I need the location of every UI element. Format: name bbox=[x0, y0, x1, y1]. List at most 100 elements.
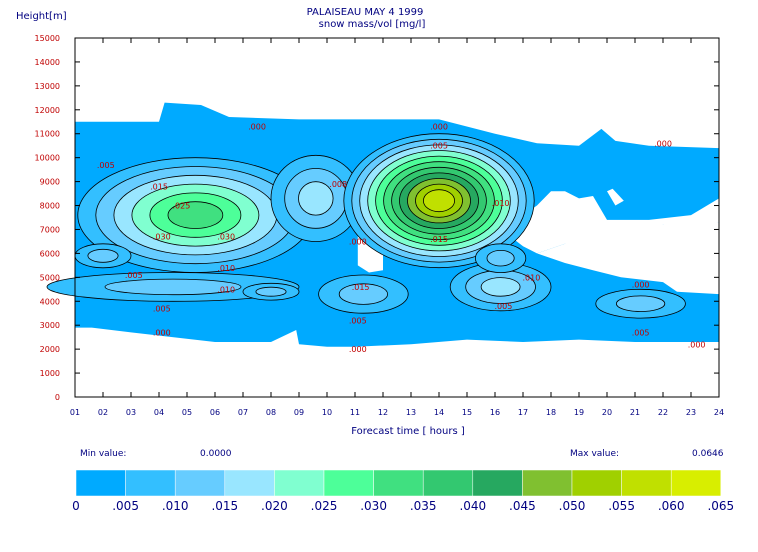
scale-label: .035 bbox=[410, 499, 437, 513]
x-tick-label: 10 bbox=[322, 408, 332, 417]
scale-label: .005 bbox=[112, 499, 139, 513]
contour-label: .008 bbox=[329, 180, 347, 189]
x-tick-label: 14 bbox=[434, 408, 444, 417]
y-tick-label: 12000 bbox=[35, 106, 60, 115]
x-tick-label: 12 bbox=[378, 408, 388, 417]
scale-swatch bbox=[472, 469, 523, 497]
x-tick-label: 05 bbox=[182, 408, 192, 417]
contour-label: .010 bbox=[217, 285, 235, 294]
no-data-region bbox=[607, 188, 624, 206]
contour-label: .000 bbox=[153, 328, 171, 337]
scale-label: .025 bbox=[311, 499, 338, 513]
x-tick-label: 13 bbox=[406, 408, 416, 417]
y-tick-label: 14000 bbox=[35, 58, 60, 67]
contour-label: .005 bbox=[430, 142, 448, 151]
contour-label: .000 bbox=[248, 123, 266, 132]
y-tick-label: 2000 bbox=[40, 345, 60, 354]
scale-label: .065 bbox=[707, 499, 734, 513]
scale-swatch bbox=[373, 469, 424, 497]
y-tick-label: 1000 bbox=[40, 369, 60, 378]
y-tick-label: 4000 bbox=[40, 297, 60, 306]
contour-band-11 bbox=[422, 189, 455, 213]
contour-label: .005 bbox=[494, 302, 512, 311]
x-tick-label: 19 bbox=[574, 408, 584, 417]
scale-label: .015 bbox=[211, 499, 238, 513]
y-tick-label: 6000 bbox=[40, 249, 60, 258]
x-axis-label: Forecast time [ hours ] bbox=[351, 426, 465, 437]
x-tick-label: 20 bbox=[602, 408, 612, 417]
y-axis-label: Height[m] bbox=[16, 11, 67, 22]
y-tick-label: 13000 bbox=[35, 82, 60, 91]
contour-label: .005 bbox=[153, 304, 171, 313]
min-value: 0.0000 bbox=[200, 449, 232, 459]
chart-subtitle: snow mass/vol [mg/l] bbox=[319, 19, 426, 30]
x-tick-label: 03 bbox=[126, 408, 136, 417]
scale-swatch bbox=[670, 469, 722, 497]
scale-swatch bbox=[224, 469, 275, 497]
contour-label: .025 bbox=[172, 202, 190, 211]
contour-label: .000 bbox=[349, 237, 367, 246]
x-tick-label: 07 bbox=[238, 408, 248, 417]
x-tick-label: 02 bbox=[98, 408, 108, 417]
contour-label: .015 bbox=[150, 182, 168, 191]
x-tick-label: 18 bbox=[546, 408, 556, 417]
scale-swatch bbox=[274, 469, 325, 497]
y-tick-label: 3000 bbox=[40, 321, 60, 330]
chart-title: PALAISEAU MAY 4 1999 bbox=[307, 7, 424, 18]
x-tick-label: 04 bbox=[154, 408, 164, 417]
scale-label: .040 bbox=[459, 499, 486, 513]
contour-label: .015 bbox=[352, 283, 370, 292]
y-tick-label: 8000 bbox=[40, 202, 60, 211]
contour-label: .030 bbox=[217, 233, 235, 242]
contour-label: .000 bbox=[632, 281, 650, 290]
contour-label: .010 bbox=[492, 199, 510, 208]
contour-band-2 bbox=[338, 283, 388, 305]
y-tick-label: 10000 bbox=[35, 154, 60, 163]
x-tick-label: 21 bbox=[630, 408, 640, 417]
x-tick-label: 24 bbox=[714, 408, 724, 417]
contour-label: .005 bbox=[125, 271, 143, 280]
y-tick-label: 7000 bbox=[40, 225, 60, 234]
contour-label: .030 bbox=[153, 233, 171, 242]
scale-label: .060 bbox=[658, 499, 685, 513]
contour-labels: .000 .000 .000 .005 .005 .015 .008 .025 .010 .030… bbox=[97, 123, 706, 355]
x-axis: 01 02 03 04 05 06 07 08 09 10 11 12 13 14 15 16 17 18 19 20… bbox=[70, 38, 724, 417]
min-value-label: Min value: bbox=[80, 449, 126, 459]
scale-swatch bbox=[571, 469, 622, 497]
scale-swatch bbox=[422, 469, 474, 497]
x-tick-label: 16 bbox=[490, 408, 500, 417]
scale-label: .020 bbox=[261, 499, 288, 513]
scale-swatch bbox=[522, 469, 573, 497]
scale-label: .045 bbox=[509, 499, 536, 513]
contour-band-3 bbox=[298, 181, 334, 216]
max-value: 0.0646 bbox=[692, 449, 724, 459]
y-tick-label: 5000 bbox=[40, 273, 60, 282]
scale-swatch bbox=[621, 469, 672, 497]
y-tick-label: 15000 bbox=[35, 34, 60, 43]
contour-label: .010 bbox=[522, 273, 540, 282]
contour-label: .000 bbox=[654, 139, 672, 148]
contour-band-2 bbox=[255, 286, 287, 297]
contour-label: .005 bbox=[349, 316, 367, 325]
y-axis: 0 1000 2000 3000 4000 5000 6000 7000 8000 9000 100… bbox=[35, 34, 719, 402]
x-tick-label: 22 bbox=[658, 408, 668, 417]
contour-label: .005 bbox=[97, 161, 115, 170]
scale-label: .055 bbox=[608, 499, 635, 513]
contour-band-6 bbox=[167, 201, 224, 229]
contour-band-2 bbox=[104, 278, 242, 296]
contour-label: .000 bbox=[430, 123, 448, 132]
x-tick-label: 11 bbox=[350, 408, 360, 417]
max-value-label: Max value: bbox=[570, 449, 619, 459]
plot-frame bbox=[74, 37, 720, 398]
no-data-region bbox=[495, 191, 719, 254]
contour-label: .010 bbox=[217, 264, 235, 273]
color-scale: 0 .005 .010 .015 .020 .025 .030 .035 .040 .045 .05… bbox=[72, 469, 734, 513]
x-tick-label: 08 bbox=[266, 408, 276, 417]
y-tick-label: 9000 bbox=[40, 178, 60, 187]
scale-swatch bbox=[75, 469, 126, 497]
scale-label: .030 bbox=[360, 499, 387, 513]
scale-swatch bbox=[323, 469, 374, 497]
contour-band-2 bbox=[486, 250, 515, 267]
contour-label: .000 bbox=[349, 345, 367, 354]
y-tick-label: 11000 bbox=[35, 130, 60, 139]
